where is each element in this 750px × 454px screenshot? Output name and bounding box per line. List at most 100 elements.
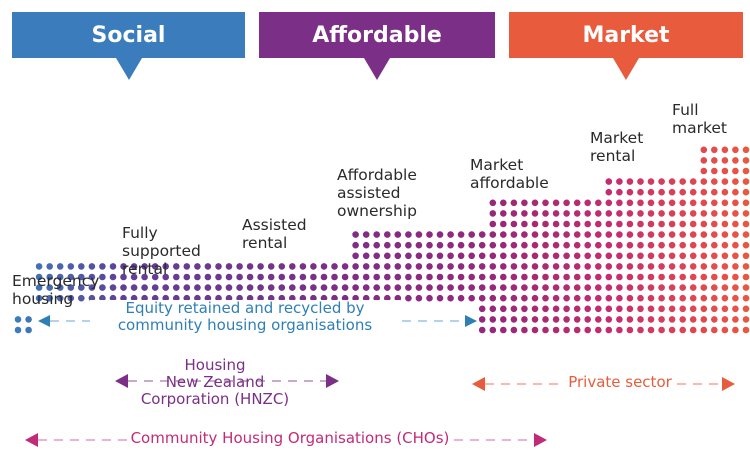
housing-dot: [236, 263, 243, 270]
housing-dot: [35, 294, 43, 302]
housing-dot: [700, 326, 708, 334]
housing-dot: [478, 294, 486, 302]
cho-arrow-left-head: [25, 433, 38, 447]
housing-dot: [500, 273, 507, 281]
housing-dot: [742, 294, 750, 302]
housing-dot: [394, 263, 402, 270]
housing-dot: [658, 231, 665, 238]
housing-dot: [320, 263, 328, 270]
housing-dot: [732, 220, 739, 228]
housing-dot: [647, 263, 655, 270]
equity-annotation: Equity retained and recycled by communit…: [90, 300, 400, 334]
housing-dot: [552, 326, 560, 334]
housing-dot: [384, 252, 391, 260]
housing-dot: [478, 231, 486, 238]
equity-arrow-right-head: [465, 315, 477, 327]
housing-dot: [658, 305, 665, 313]
housing-dot: [320, 294, 328, 302]
housing-dot: [689, 294, 697, 302]
housing-dot: [721, 263, 729, 270]
housing-dot: [605, 284, 613, 291]
housing-dot: [521, 284, 528, 291]
housing-dot: [637, 241, 644, 249]
housing-dot: [552, 284, 560, 291]
housing-dot: [384, 231, 391, 238]
housing-dot: [500, 316, 507, 323]
housing-dot: [637, 199, 644, 207]
housing-dot: [183, 263, 191, 270]
housing-dot: [310, 284, 317, 291]
housing-dot: [584, 326, 591, 334]
housing-dot: [700, 241, 708, 249]
housing-dot: [267, 273, 275, 281]
housing-dot: [679, 188, 686, 196]
housing-dot: [679, 305, 686, 313]
housing-dot: [88, 263, 96, 270]
housing-dot: [56, 273, 64, 281]
housing-dot: [616, 326, 623, 334]
housing-dot: [711, 210, 718, 217]
housing-dot: [426, 241, 433, 249]
housing-dot: [742, 263, 750, 270]
housing-dot: [362, 241, 370, 249]
housing-dot: [700, 199, 708, 207]
housing-dot: [426, 294, 433, 302]
housing-dot: [468, 273, 476, 281]
housing-dot: [531, 220, 539, 228]
housing-dot: [120, 263, 127, 270]
housing-dot: [679, 241, 686, 249]
housing-dot: [732, 316, 739, 323]
housing-dot: [478, 273, 486, 281]
label-line: Emergency: [12, 272, 100, 290]
housing-dot: [552, 252, 560, 260]
housing-dot: [552, 241, 560, 249]
housing-dot: [563, 252, 570, 260]
housing-dot: [605, 326, 613, 334]
housing-dot: [489, 241, 497, 249]
housing-dot: [595, 316, 602, 323]
hnzc-arrow-left-head: [115, 374, 128, 388]
housing-dot: [668, 178, 676, 185]
housing-dot: [637, 231, 644, 238]
housing-dot: [500, 199, 507, 207]
housing-dot: [194, 263, 201, 270]
housing-dot: [679, 326, 686, 334]
label-market-affordable: Market affordable: [470, 156, 549, 192]
affordable-banner: Affordable: [259, 12, 495, 80]
housing-dot: [46, 294, 53, 302]
housing-dot: [616, 220, 623, 228]
housing-dot: [204, 263, 212, 270]
housing-dot: [394, 284, 402, 291]
housing-dot: [700, 188, 708, 196]
housing-dot: [584, 220, 591, 228]
housing-dot: [225, 263, 233, 270]
housing-dot: [289, 284, 296, 291]
housing-dot: [478, 241, 486, 249]
housing-dot: [658, 263, 665, 270]
housing-dot: [616, 316, 623, 323]
housing-dot: [130, 294, 138, 302]
housing-dot: [405, 231, 412, 238]
housing-dot: [584, 316, 591, 323]
housing-dot: [489, 273, 497, 281]
housing-dot: [500, 294, 507, 302]
housing-dot: [605, 263, 613, 270]
label-line: housing: [12, 290, 74, 308]
housing-dot: [584, 199, 591, 207]
housing-dot: [689, 241, 697, 249]
housing-dot: [711, 231, 718, 238]
label-line: Assisted: [242, 216, 307, 234]
housing-dot: [415, 294, 423, 302]
housing-dot: [721, 326, 729, 334]
housing-dot: [711, 178, 718, 185]
housing-dot: [647, 316, 655, 323]
housing-dot: [510, 231, 518, 238]
housing-dot: [405, 241, 412, 249]
housing-dot: [521, 220, 528, 228]
housing-dot: [552, 294, 560, 302]
housing-dot: [457, 241, 465, 249]
housing-dot: [647, 220, 655, 228]
housing-dot: [573, 199, 581, 207]
housing-dot: [637, 188, 644, 196]
housing-dot: [711, 273, 718, 281]
